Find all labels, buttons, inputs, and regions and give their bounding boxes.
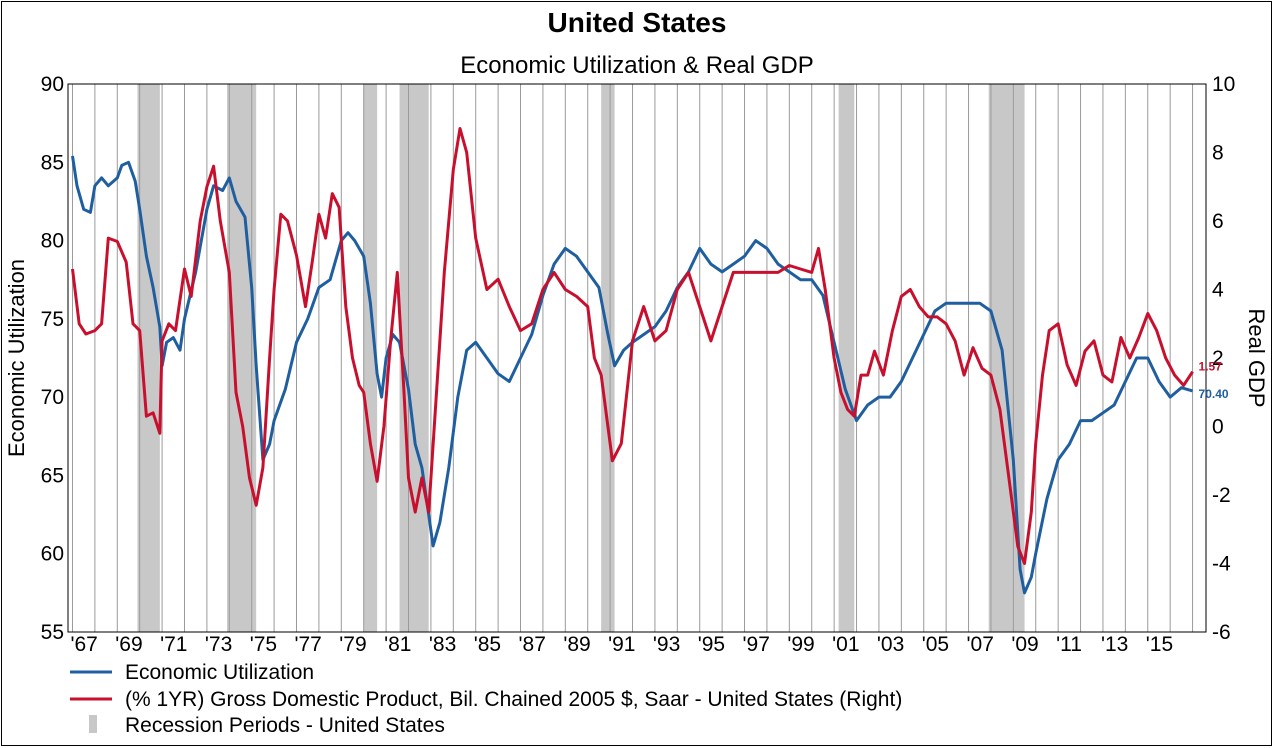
right-axis-label: Real GDP xyxy=(1244,308,1269,407)
x-tick-label: '03 xyxy=(877,633,904,656)
right-tick-label: -6 xyxy=(1212,621,1231,644)
x-tick-label: '13 xyxy=(1101,633,1128,656)
x-tick-label: '77 xyxy=(294,633,321,656)
series-line-gdp xyxy=(71,127,1194,565)
x-tick-label: '67 xyxy=(70,633,97,656)
x-tick-label: '97 xyxy=(743,633,770,656)
left-tick-label: 60 xyxy=(41,543,64,566)
x-tick-label: '69 xyxy=(115,633,142,656)
left-tick-label: 55 xyxy=(41,621,64,644)
right-tick-label: 2 xyxy=(1212,347,1224,370)
x-tick-label: '75 xyxy=(250,633,277,656)
x-tick-label: '91 xyxy=(608,633,635,656)
x-tick-label: '93 xyxy=(653,633,680,656)
recession-band-4 xyxy=(399,84,429,632)
x-tick-label: '85 xyxy=(474,633,501,656)
x-tick-label: '01 xyxy=(832,633,859,656)
plot-area xyxy=(67,83,1207,633)
right-axis-ticks: 10 8 6 4 2 0 -2 -4 -6 xyxy=(1212,73,1235,644)
chart-subtitle: Economic Utilization & Real GDP xyxy=(460,52,813,79)
x-tick-label: '83 xyxy=(429,633,456,656)
series-line-utilization xyxy=(71,155,1194,595)
x-tick-label: '87 xyxy=(519,633,546,656)
x-tick-label: '73 xyxy=(205,633,232,656)
right-tick-label: -4 xyxy=(1212,553,1231,576)
x-tick-label: '09 xyxy=(1011,633,1038,656)
right-tick-label: 0 xyxy=(1212,416,1224,439)
end-label-gdp: 1.57 xyxy=(1199,360,1223,374)
left-tick-label: 80 xyxy=(41,230,64,253)
right-tick-label: -2 xyxy=(1212,484,1231,507)
x-tick-label: '11 xyxy=(1056,633,1082,656)
right-tick-label: 6 xyxy=(1212,210,1224,233)
legend-label: Recession Periods - United States xyxy=(125,714,445,737)
recession-band-5 xyxy=(601,84,615,632)
x-tick-label: '07 xyxy=(967,633,994,656)
left-tick-label: 85 xyxy=(41,151,64,174)
x-tick-label: '05 xyxy=(922,633,949,656)
x-tick-label: '79 xyxy=(339,633,366,656)
legend-swatch xyxy=(89,715,97,733)
left-axis-ticks: 90 85 80 75 70 65 60 55 xyxy=(41,73,64,644)
left-tick-label: 75 xyxy=(41,308,64,331)
x-tick-label: '89 xyxy=(563,633,590,656)
legend: Economic Utilization (% 1YR) Gross Domest… xyxy=(70,661,902,737)
series-layer xyxy=(71,127,1194,595)
left-tick-label: 65 xyxy=(41,464,64,487)
left-axis-label: Economic Utilization xyxy=(4,259,29,457)
x-tick-label: '99 xyxy=(787,633,814,656)
right-tick-label: 10 xyxy=(1212,73,1235,96)
grid-lines xyxy=(71,84,1194,632)
x-tick-label: '15 xyxy=(1146,633,1173,656)
x-tick-label: '71 xyxy=(160,633,187,656)
x-tick-label: '81 xyxy=(384,633,411,656)
right-tick-label: 4 xyxy=(1212,279,1224,302)
x-axis-ticks: '67 '69 '71 '73 '75 '77 '79 '81 '83 '85 '87 '89 '91 '… xyxy=(70,633,1173,656)
chart-title: United States xyxy=(548,7,727,38)
recession-band-1 xyxy=(137,84,160,632)
end-value-labels: 70.40 1.57 xyxy=(1199,360,1229,401)
legend-label: Economic Utilization xyxy=(125,661,314,684)
x-tick-label: '95 xyxy=(698,633,725,656)
left-tick-label: 70 xyxy=(41,386,64,409)
left-tick-label: 90 xyxy=(41,73,64,96)
legend-label: (% 1YR) Gross Domestic Product, Bil. Cha… xyxy=(125,688,902,711)
right-tick-label: 8 xyxy=(1212,142,1224,165)
recession-band-6 xyxy=(838,84,855,632)
end-label-utilization: 70.40 xyxy=(1199,387,1229,401)
recession-band-3 xyxy=(363,84,378,632)
